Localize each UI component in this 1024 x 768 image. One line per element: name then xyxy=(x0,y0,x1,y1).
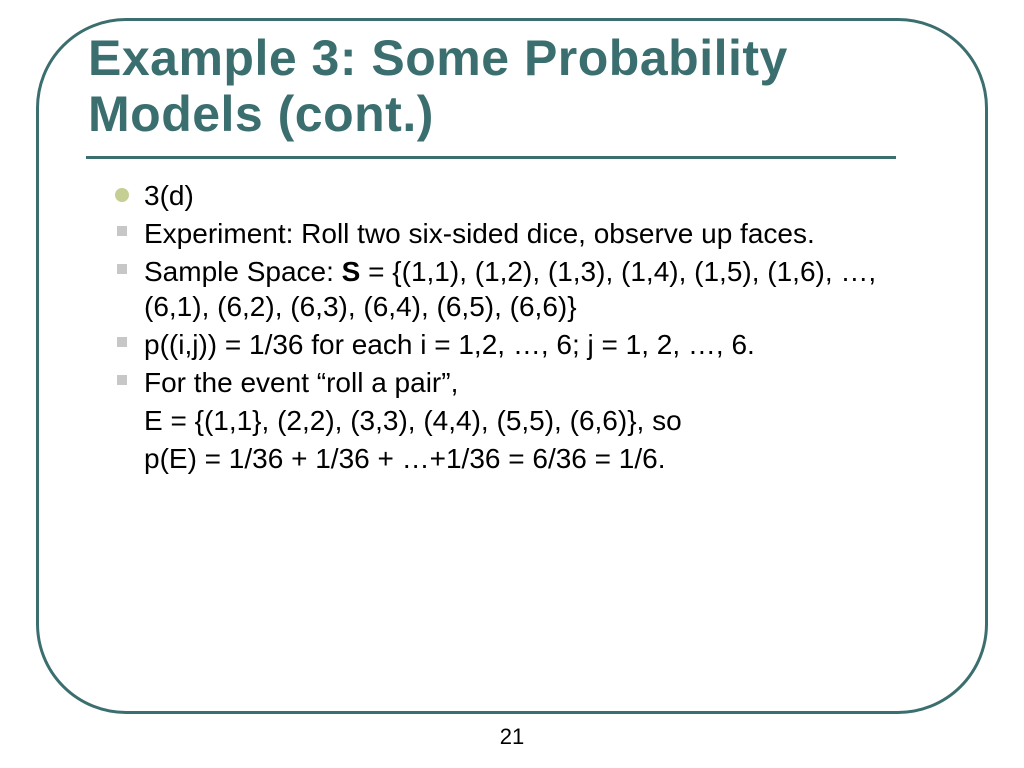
slide-title: Example 3: Some Probability Models (cont… xyxy=(88,30,928,142)
square-bullet-icon xyxy=(100,254,144,274)
bullet-text: Experiment: Roll two six-sided dice, obs… xyxy=(144,216,920,252)
page-number: 21 xyxy=(0,724,1024,750)
bullet-item: Sample Space: S = {(1,1), (1,2), (1,3), … xyxy=(100,254,920,326)
bullet-text: Sample Space: S = {(1,1), (1,2), (1,3), … xyxy=(144,254,920,326)
bullet-text: E = {(1,1}, (2,2), (3,3), (4,4), (5,5), … xyxy=(100,403,920,439)
bullet-text: 3(d) xyxy=(144,178,920,214)
sample-space-prefix: Sample Space: xyxy=(144,256,342,287)
title-underline xyxy=(86,156,896,159)
bullet-continuation: p(E) = 1/36 + 1/36 + …+1/36 = 6/36 = 1/6… xyxy=(100,441,920,477)
bullet-text: p((i,j)) = 1/36 for each i = 1,2, …, 6; … xyxy=(144,327,920,363)
slide: Example 3: Some Probability Models (cont… xyxy=(0,0,1024,768)
sample-space-symbol: S xyxy=(342,256,361,287)
square-bullet-icon xyxy=(100,327,144,347)
bullet-text: For the event “roll a pair”, xyxy=(144,365,920,401)
square-bullet-icon xyxy=(100,216,144,236)
slide-body: 3(d) Experiment: Roll two six-sided dice… xyxy=(100,178,920,479)
bullet-item: For the event “roll a pair”, xyxy=(100,365,920,401)
bullet-text: p(E) = 1/36 + 1/36 + …+1/36 = 6/36 = 1/6… xyxy=(100,441,920,477)
square-bullet-icon xyxy=(100,365,144,385)
bullet-item: 3(d) xyxy=(100,178,920,214)
bullet-item: Experiment: Roll two six-sided dice, obs… xyxy=(100,216,920,252)
disc-bullet-icon xyxy=(100,178,144,202)
bullet-item: p((i,j)) = 1/36 for each i = 1,2, …, 6; … xyxy=(100,327,920,363)
bullet-continuation: E = {(1,1}, (2,2), (3,3), (4,4), (5,5), … xyxy=(100,403,920,439)
